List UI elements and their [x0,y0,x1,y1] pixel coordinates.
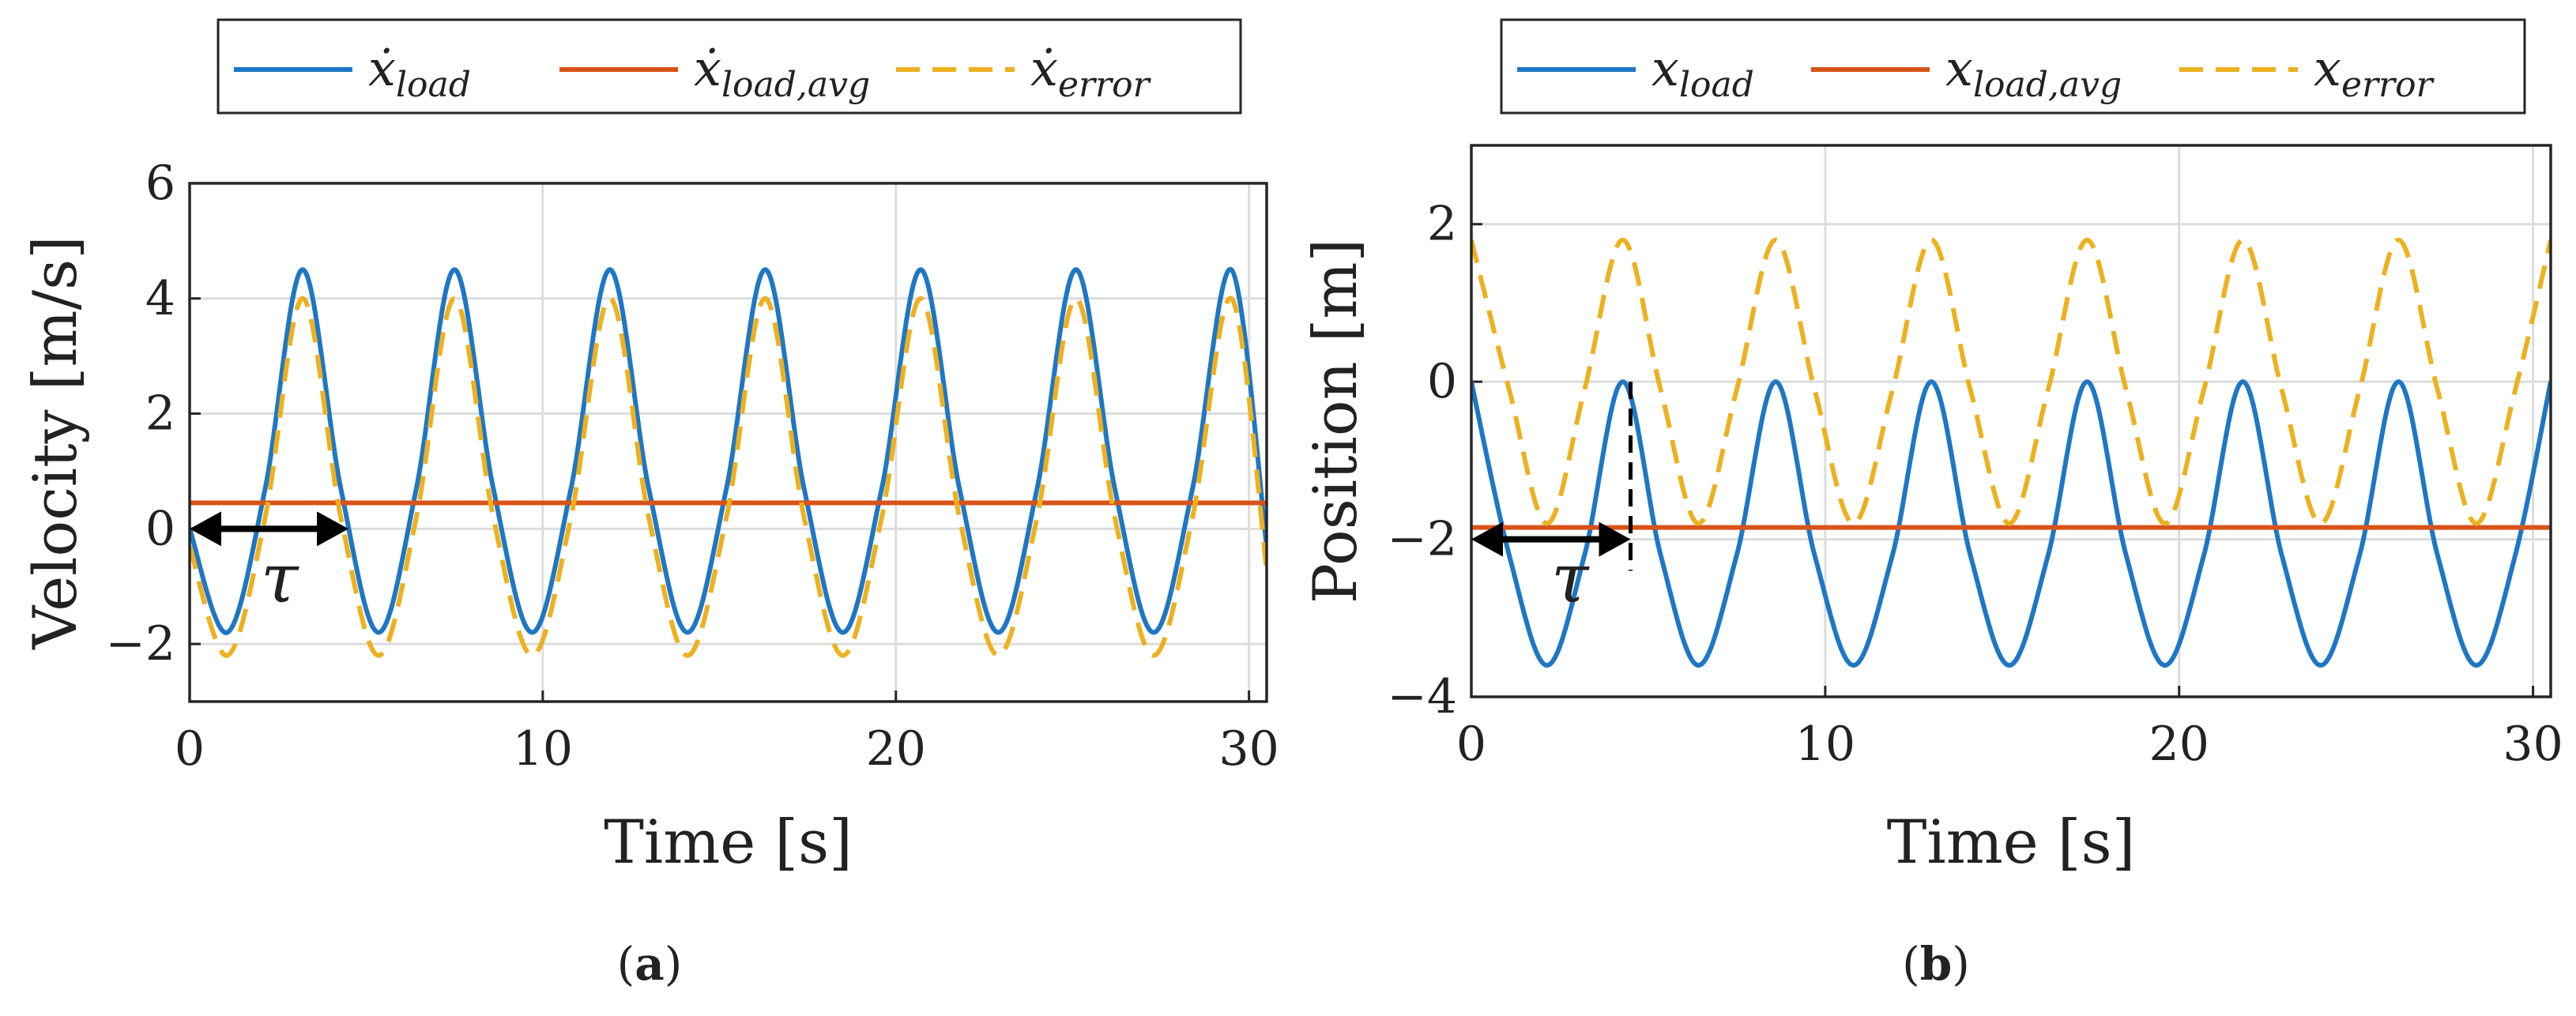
plot-frame [1470,144,2552,698]
x-tick-label: 30 [1218,721,1279,777]
tau-annotation: τ [190,511,349,619]
tau-arrowhead-right [1599,521,1631,557]
legend-subscript: load [396,65,471,105]
x-axis-label: Time [s] [604,807,853,877]
legend-symbol: x [1651,40,1679,97]
legend-symbol: ẋ [1030,40,1058,97]
legend-symbol: x [1945,40,1973,97]
caption-open-paren: ( [617,937,635,991]
y-tick-label: −4 [1388,669,1457,724]
tau-label: τ [261,540,299,619]
tau-arrowhead-left [1471,521,1503,557]
caption-close-paren: ) [1952,937,1970,991]
legend-subscript: error [1058,65,1152,105]
legend-label: ẋload,avg [694,40,870,105]
caption-open-paren: ( [1902,937,1920,991]
caption-letter: b [1920,937,1953,991]
y-tick-label: 0 [145,501,175,556]
legend-label: ẋload [368,40,471,105]
x-tick-label: 10 [513,721,573,777]
legend: xload xload,avg xerror [1500,18,2526,115]
y-tick-label: 2 [1427,197,1457,252]
legend-subscript: load,avg [721,65,870,105]
x-tick-label: 20 [866,721,926,777]
series-line-error [1471,237,2551,526]
legend-symbol: ẋ [694,40,721,97]
panel-caption: (a) [617,937,683,991]
caption-letter: a [635,937,665,991]
legend-box [1500,18,2526,115]
panel-caption: (b) [1902,937,1970,991]
x-tick-label: 20 [2149,717,2209,772]
tau-annotation: τ [1471,382,1633,619]
x-axis-label: Time [s] [1887,807,2136,877]
x-tick-label: 0 [1456,717,1486,772]
y-tick-label: 0 [1427,354,1457,409]
tau-label: τ [1551,540,1590,619]
legend-subscript: error [2341,65,2435,105]
legend-box [217,18,1242,115]
series-line-load [1471,379,2551,668]
x-tick-label: 0 [175,721,205,777]
x-tick-label: 30 [2503,717,2563,772]
legend-label: xerror [2314,40,2435,105]
x-tick-label: 10 [1795,717,1855,772]
y-axis-label: Velocity [m/s] [20,235,90,649]
y-tick-label: 6 [145,156,175,211]
series-line-load [190,267,1267,635]
caption-close-paren: ) [665,937,683,991]
y-tick-label: −2 [106,616,175,672]
legend-label: xload [1651,40,1754,105]
y-tick-label: 2 [145,386,175,442]
legend-label: ẋerror [1030,40,1152,105]
legend-subscript: load,avg [1973,65,2122,105]
y-tick-label: 4 [145,271,175,326]
plot-frame [188,182,1268,703]
y-axis-label: Position [m] [1300,239,1370,604]
legend-label: xload,avg [1945,40,2122,105]
legend-subscript: load [1679,65,1754,105]
legend-symbol: ẋ [368,40,396,97]
tau-arrowhead-right [317,511,349,547]
y-tick-label: −2 [1388,512,1457,567]
tau-arrowhead-left [190,511,221,547]
legend: ẋload ẋload,avg ẋerror [217,18,1242,115]
legend-symbol: x [2314,40,2341,97]
series-line-error [190,295,1267,658]
